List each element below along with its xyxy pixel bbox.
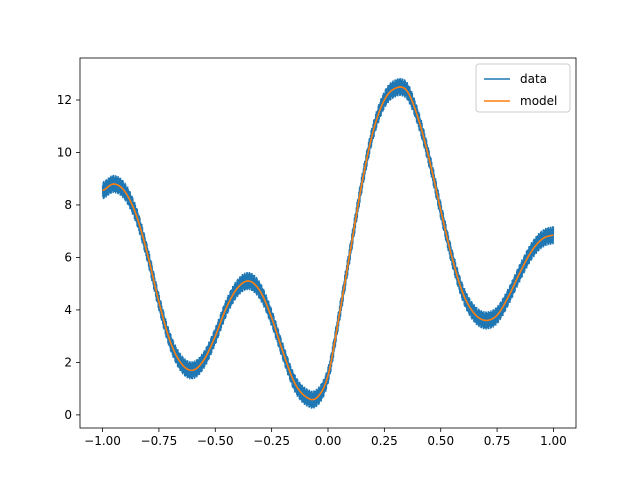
y-tick-label: 0 xyxy=(64,408,72,422)
x-tick-label: 0.75 xyxy=(484,434,511,448)
x-tick-label: −0.75 xyxy=(141,434,178,448)
y-axis: 0 2 4 6 8 10 12 xyxy=(57,93,80,422)
y-tick-label: 10 xyxy=(57,145,72,159)
x-tick-label: −0.25 xyxy=(253,434,290,448)
series-model-line xyxy=(102,86,554,401)
legend: data model xyxy=(475,63,571,113)
legend-label-model: model xyxy=(520,94,557,108)
x-tick-label: 1.00 xyxy=(540,434,567,448)
x-tick-label: −0.50 xyxy=(197,434,234,448)
series-data-line xyxy=(101,77,555,409)
legend-label-data: data xyxy=(520,72,547,86)
x-axis: −1.00 −0.75 −0.50 −0.25 0.00 0.25 0.50 0.75 1.00 xyxy=(84,428,567,448)
legend-box xyxy=(475,63,571,113)
x-tick-label: 0.50 xyxy=(427,434,454,448)
y-tick-label: 4 xyxy=(64,303,72,317)
x-tick-label: 0.00 xyxy=(315,434,342,448)
series-layer xyxy=(101,77,555,409)
x-tick-label: −1.00 xyxy=(84,434,121,448)
y-tick-label: 2 xyxy=(64,355,72,369)
y-tick-label: 6 xyxy=(64,250,72,264)
y-tick-label: 12 xyxy=(57,93,72,107)
x-tick-label: 0.25 xyxy=(371,434,398,448)
y-tick-label: 8 xyxy=(64,198,72,212)
